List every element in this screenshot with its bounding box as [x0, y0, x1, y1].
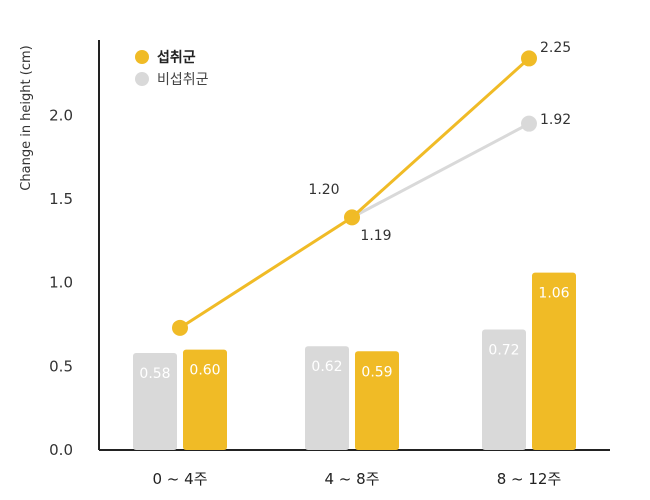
y-tick-label: 0.5: [49, 357, 73, 375]
legend-marker: [135, 72, 149, 86]
axes: 0.0 0.5 1.0 1.5 2.0 Change in height (cm) 0 ~ …: [19, 40, 610, 488]
x-tick-label: 8 ~ 12주: [497, 470, 562, 488]
bar: [482, 329, 526, 450]
bar: [532, 272, 576, 450]
line-point: [521, 115, 537, 132]
bar-label: 1.06: [538, 286, 569, 302]
bar: [355, 351, 399, 450]
legend-label: 비섭취군: [157, 72, 209, 88]
bar: [305, 346, 349, 450]
bar: [133, 352, 177, 450]
bars: 0.58 0.62 0.72 0.60 0.59 1.06: [133, 272, 576, 450]
legend-label: 섭취군: [157, 50, 196, 66]
bar: [183, 349, 227, 450]
bar-label: 0.62: [311, 359, 342, 375]
line-series: [351, 122, 530, 219]
point-label: 1.19: [360, 228, 391, 244]
y-tick-label: 1.5: [49, 190, 73, 208]
bar-label: 0.58: [139, 366, 170, 382]
point-label: 1.92: [540, 112, 571, 128]
y-tick-label: 1.0: [49, 274, 73, 292]
line-point: [172, 319, 188, 336]
point-label: 1.20: [308, 182, 339, 198]
bar-label: 0.59: [361, 364, 392, 380]
point-label: 2.25: [540, 40, 571, 56]
y-axis-label: Change in height (cm): [19, 45, 34, 190]
bar-label: 0.60: [189, 363, 220, 379]
line-point: [521, 50, 537, 67]
line-point: [344, 209, 360, 226]
lines: 1.20 2.25 1.19 1.92: [172, 40, 571, 336]
x-tick-label: 4 ~ 8주: [325, 470, 380, 488]
line-series: [179, 57, 531, 330]
y-tick-label: 0.0: [49, 441, 73, 459]
legend-marker: [135, 50, 149, 64]
x-tick-label: 0 ~ 4주: [153, 470, 208, 488]
y-tick-label: 2.0: [49, 106, 73, 124]
bar-label: 0.72: [488, 343, 519, 359]
